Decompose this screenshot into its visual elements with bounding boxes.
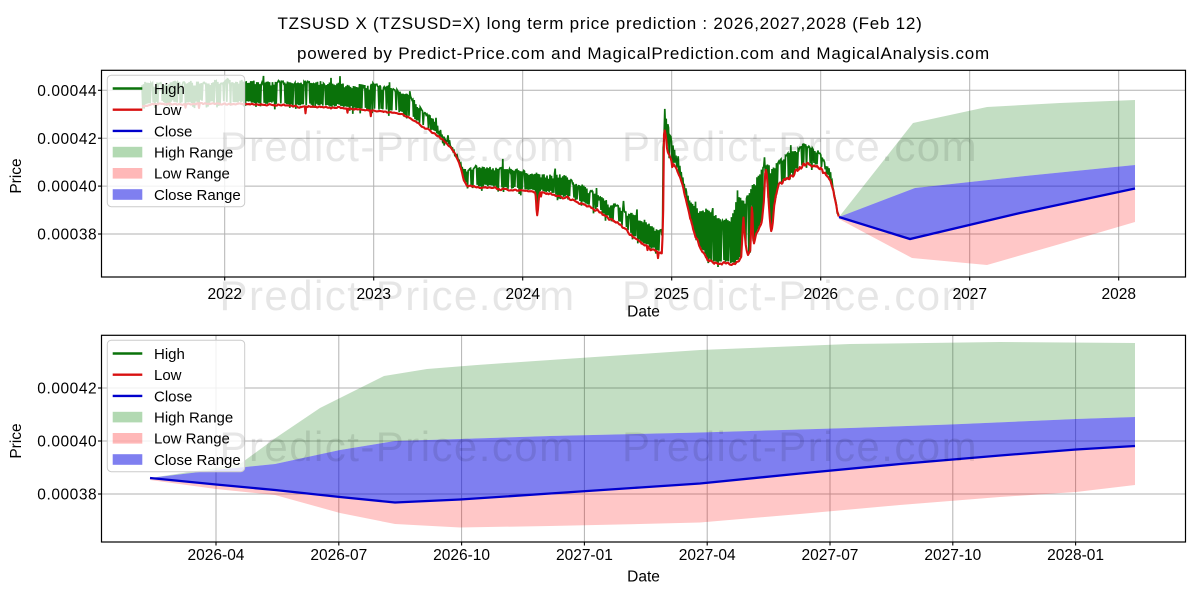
- svg-text:2027-07: 2027-07: [802, 547, 859, 564]
- svg-text:High Range: High Range: [154, 145, 233, 162]
- svg-text:High Range: High Range: [154, 410, 233, 427]
- svg-text:2026: 2026: [803, 286, 837, 303]
- svg-text:0.00044: 0.00044: [37, 83, 97, 100]
- svg-text:0.00042: 0.00042: [37, 381, 97, 398]
- svg-text:2027-04: 2027-04: [679, 547, 736, 564]
- svg-text:High: High: [154, 81, 185, 98]
- svg-text:2024: 2024: [505, 286, 540, 303]
- svg-text:Close Range: Close Range: [154, 187, 241, 204]
- svg-text:2022: 2022: [207, 286, 241, 303]
- svg-text:Low: Low: [154, 367, 182, 384]
- svg-text:2027: 2027: [952, 286, 986, 303]
- svg-text:2026-07: 2026-07: [310, 547, 367, 564]
- svg-text:2025: 2025: [654, 286, 688, 303]
- svg-text:Date: Date: [627, 304, 660, 321]
- svg-text:2027-10: 2027-10: [924, 547, 981, 564]
- svg-text:High: High: [154, 346, 185, 363]
- svg-text:Predict-Price.com: Predict-Price.com: [622, 423, 978, 470]
- svg-text:Predict-Price.com: Predict-Price.com: [220, 272, 576, 319]
- svg-text:0.00040: 0.00040: [37, 179, 97, 196]
- svg-text:Predict-Price.com: Predict-Price.com: [220, 123, 576, 170]
- svg-text:2026-10: 2026-10: [433, 547, 490, 564]
- svg-text:Low: Low: [154, 102, 182, 119]
- svg-text:Predict-Price.com: Predict-Price.com: [220, 423, 576, 470]
- svg-text:Close Range: Close Range: [154, 452, 241, 469]
- svg-text:Low Range: Low Range: [154, 166, 230, 183]
- svg-text:2023: 2023: [356, 286, 390, 303]
- svg-text:2026-04: 2026-04: [188, 547, 245, 564]
- svg-text:Price: Price: [8, 423, 25, 458]
- svg-text:Low Range: Low Range: [154, 431, 230, 448]
- svg-text:Close: Close: [154, 388, 192, 405]
- svg-text:Close: Close: [154, 123, 192, 140]
- svg-text:powered by Predict-Price.com a: powered by Predict-Price.com and Magical…: [297, 44, 990, 63]
- svg-text:2027-01: 2027-01: [556, 547, 613, 564]
- svg-text:Date: Date: [627, 569, 660, 586]
- svg-text:2028: 2028: [1101, 286, 1135, 303]
- svg-text:0.00040: 0.00040: [37, 434, 97, 451]
- svg-text:Predict-Price.com: Predict-Price.com: [622, 123, 978, 170]
- svg-text:2028-01: 2028-01: [1047, 547, 1104, 564]
- svg-text:0.00038: 0.00038: [37, 487, 97, 504]
- svg-text:Predict-Price.com: Predict-Price.com: [622, 272, 978, 319]
- svg-text:Price: Price: [8, 158, 25, 193]
- svg-text:0.00042: 0.00042: [37, 131, 97, 148]
- svg-text:0.00038: 0.00038: [37, 227, 97, 244]
- svg-text:TZSUSD X (TZSUSD=X) long term: TZSUSD X (TZSUSD=X) long term price pred…: [277, 14, 922, 33]
